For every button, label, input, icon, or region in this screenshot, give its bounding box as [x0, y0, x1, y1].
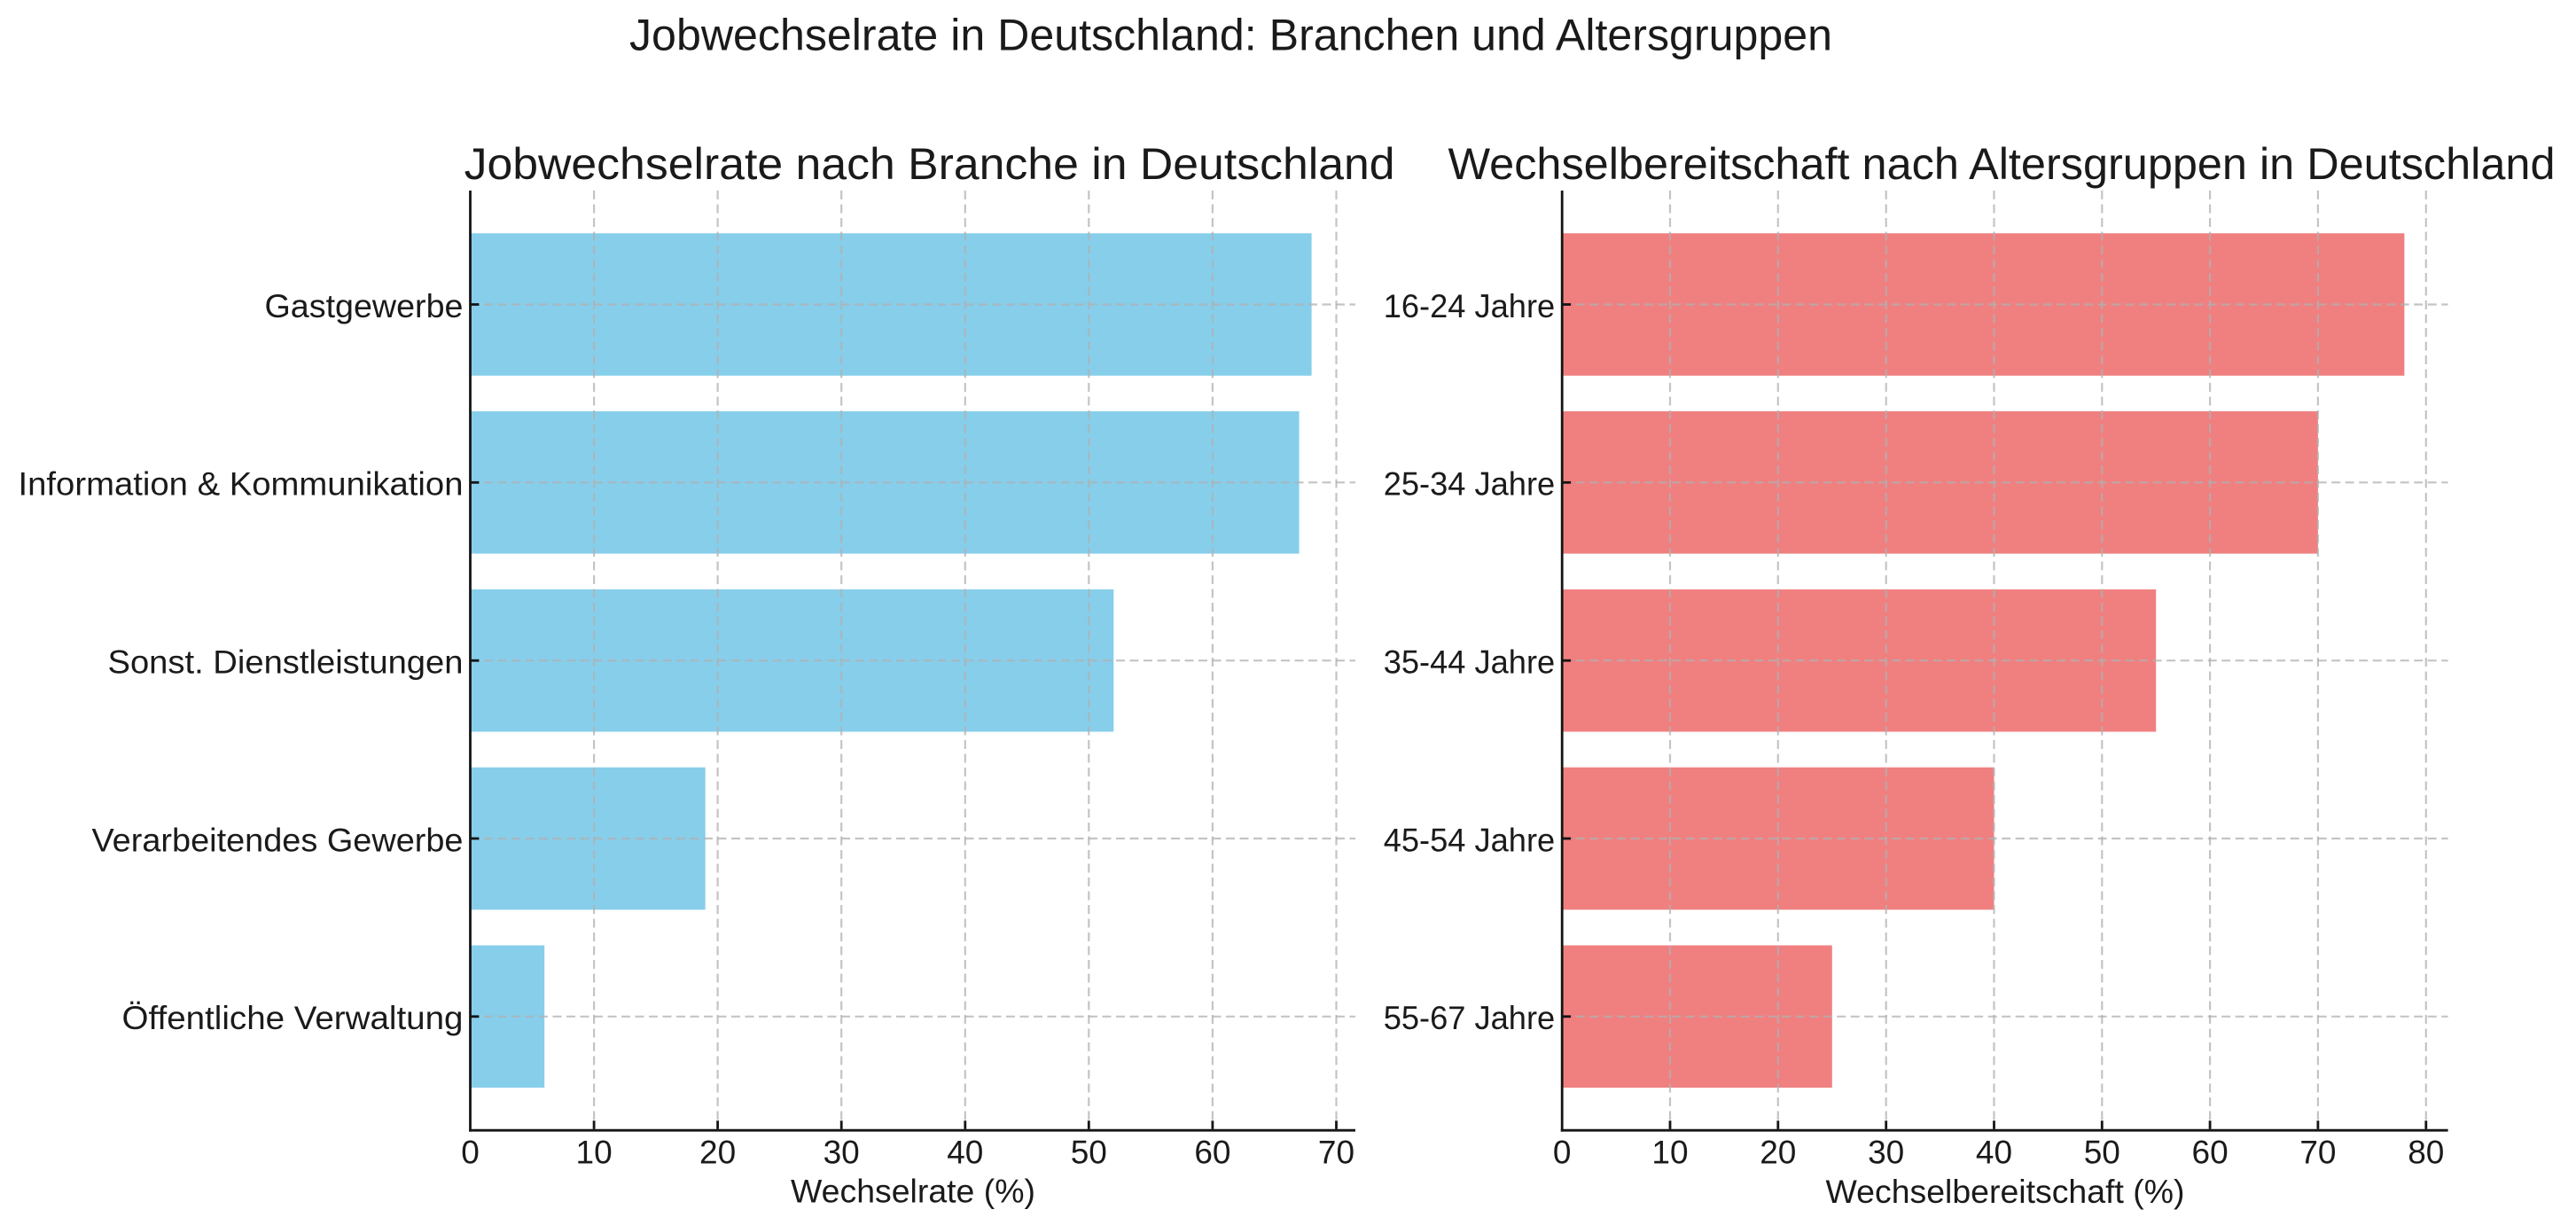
- svg-text:50: 50: [2084, 1134, 2120, 1170]
- svg-text:35-44 Jahre: 35-44 Jahre: [1384, 644, 1556, 681]
- svg-text:45-54 Jahre: 45-54 Jahre: [1384, 822, 1556, 858]
- svg-text:Gastgewerbe: Gastgewerbe: [265, 288, 464, 324]
- svg-text:20: 20: [699, 1134, 736, 1170]
- svg-text:30: 30: [824, 1134, 860, 1170]
- svg-text:10: 10: [1651, 1134, 1688, 1170]
- svg-text:70: 70: [2299, 1134, 2336, 1170]
- svg-text:40: 40: [947, 1134, 983, 1170]
- svg-text:16-24 Jahre: 16-24 Jahre: [1384, 288, 1556, 324]
- svg-text:10: 10: [576, 1134, 613, 1170]
- svg-text:80: 80: [2408, 1134, 2444, 1170]
- svg-text:40: 40: [1976, 1134, 2012, 1170]
- svg-text:Wechselrate (%): Wechselrate (%): [791, 1174, 1035, 1210]
- svg-text:0: 0: [1553, 1134, 1572, 1170]
- svg-text:60: 60: [1194, 1134, 1230, 1170]
- svg-text:0: 0: [461, 1134, 480, 1170]
- svg-text:60: 60: [2192, 1134, 2229, 1170]
- svg-text:Jobwechselrate in Deutschland:: Jobwechselrate in Deutschland: Branchen …: [629, 10, 1832, 59]
- svg-text:Öffentliche Verwaltung: Öffentliche Verwaltung: [122, 1000, 464, 1036]
- svg-text:Information & Kommunikation: Information & Kommunikation: [19, 466, 464, 503]
- svg-text:30: 30: [1868, 1134, 1904, 1170]
- svg-text:Wechselbereitschaft nach Alter: Wechselbereitschaft nach Altersgruppen i…: [1448, 139, 2556, 189]
- svg-text:20: 20: [1760, 1134, 1796, 1170]
- svg-text:70: 70: [1318, 1134, 1354, 1170]
- svg-text:Verarbeitendes Gewerbe: Verarbeitendes Gewerbe: [92, 822, 464, 858]
- svg-text:25-34 Jahre: 25-34 Jahre: [1384, 466, 1556, 503]
- svg-text:Jobwechselrate nach Branche in: Jobwechselrate nach Branche in Deutschla…: [464, 139, 1395, 189]
- svg-text:55-67 Jahre: 55-67 Jahre: [1384, 1000, 1556, 1036]
- svg-text:50: 50: [1071, 1134, 1107, 1170]
- svg-text:Wechselbereitschaft (%): Wechselbereitschaft (%): [1826, 1174, 2185, 1210]
- svg-text:Sonst. Dienstleistungen: Sonst. Dienstleistungen: [108, 644, 464, 681]
